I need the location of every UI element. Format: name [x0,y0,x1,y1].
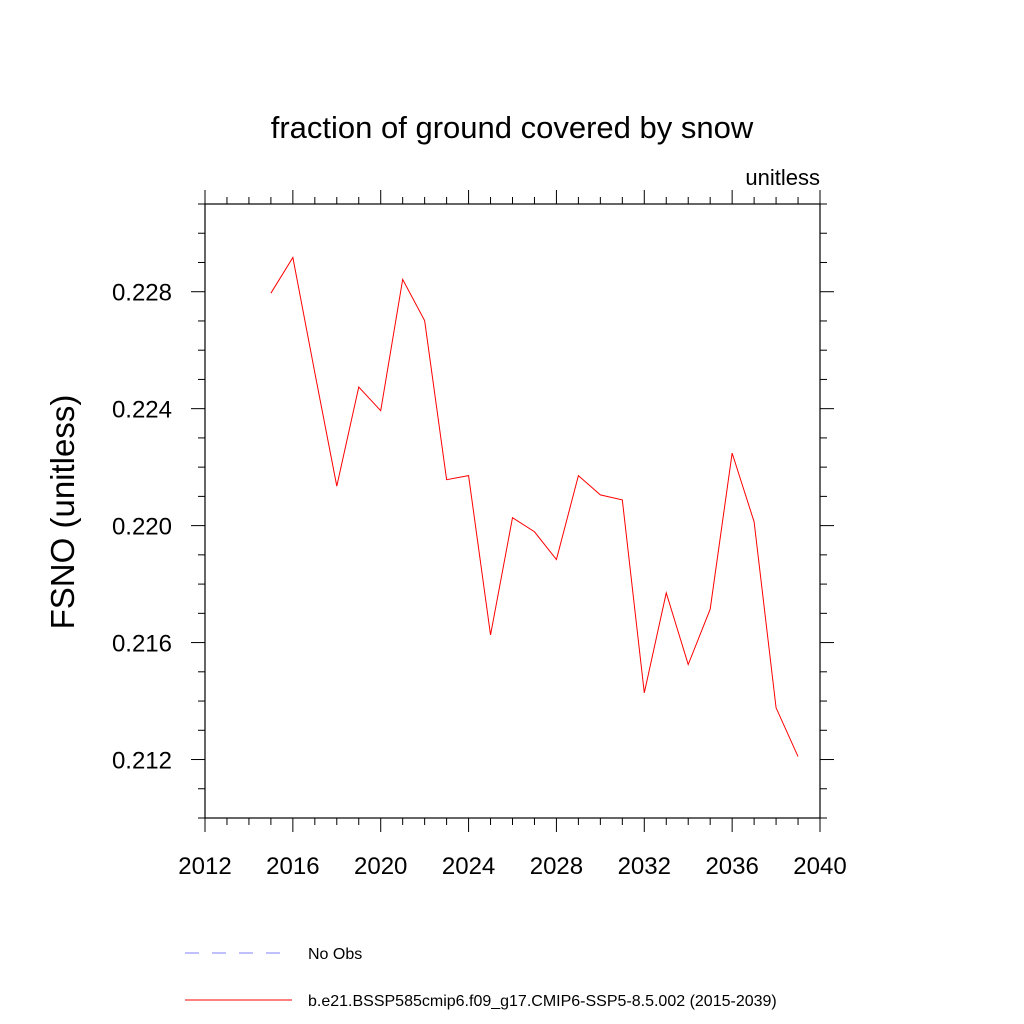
legend-label-model: b.e21.BSSP585cmip6.f09_g17.CMIP6-SSP5-8.… [308,993,777,1010]
y-tick-label: 0.220 [112,514,172,541]
y-tick-label: 0.212 [112,748,172,775]
x-tick-label: 2028 [530,853,583,880]
series-line-0 [270,256,799,757]
legend: No Obs b.e21.BSSP585cmip6.f09_g17.CMIP6-… [185,946,777,1010]
x-tick-label: 2016 [266,853,319,880]
y-axis-label: FSNO (unitless) [44,395,81,630]
series-lines [270,256,799,757]
x-tick-label: 2040 [793,853,846,880]
y-tick-label: 0.216 [112,631,172,658]
y-tick-label: 0.224 [112,397,172,424]
x-tick-label: 2020 [354,853,407,880]
y-tick-label: 0.228 [112,280,172,307]
plot-frame [204,203,821,819]
chart-units-label: unitless [745,165,820,190]
legend-label-no-obs: No Obs [308,946,362,963]
x-tick-label: 2024 [442,853,495,880]
x-tick-label: 2012 [178,853,231,880]
x-tick-label: 2036 [705,853,758,880]
y-axis-tick-labels: 0.212 0.216 0.220 0.224 0.228 [112,280,172,775]
x-tick-label: 2032 [618,853,671,880]
axis-ticks [191,190,834,832]
chart-title: fraction of ground covered by snow [271,110,754,145]
x-axis-tick-labels: 2012 2016 2020 2024 2028 2032 2036 2040 [178,853,846,880]
